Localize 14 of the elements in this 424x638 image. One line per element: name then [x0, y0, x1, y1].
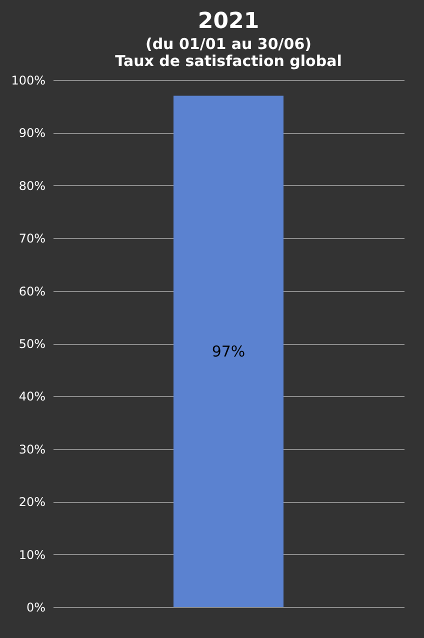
- y-tick-label: 40%: [18, 390, 46, 404]
- y-tick-label: 70%: [18, 232, 46, 246]
- y-tick-label: 10%: [18, 548, 46, 562]
- chart-subtitle: (du 01/01 au 30/06) Taux de satisfaction global: [115, 35, 342, 70]
- y-tick-label: 0%: [26, 600, 46, 614]
- y-tick-label: 90%: [18, 126, 46, 140]
- data-label: 97%: [212, 342, 246, 360]
- y-tick-label: 60%: [18, 284, 46, 298]
- y-tick-label: 30%: [18, 442, 46, 456]
- y-tick-label: 50%: [18, 337, 46, 351]
- chart-title: 2021: [198, 9, 260, 34]
- y-tick-label: 20%: [18, 495, 46, 510]
- y-tick-label: 100%: [11, 74, 46, 88]
- y-tick-label: 80%: [18, 178, 46, 193]
